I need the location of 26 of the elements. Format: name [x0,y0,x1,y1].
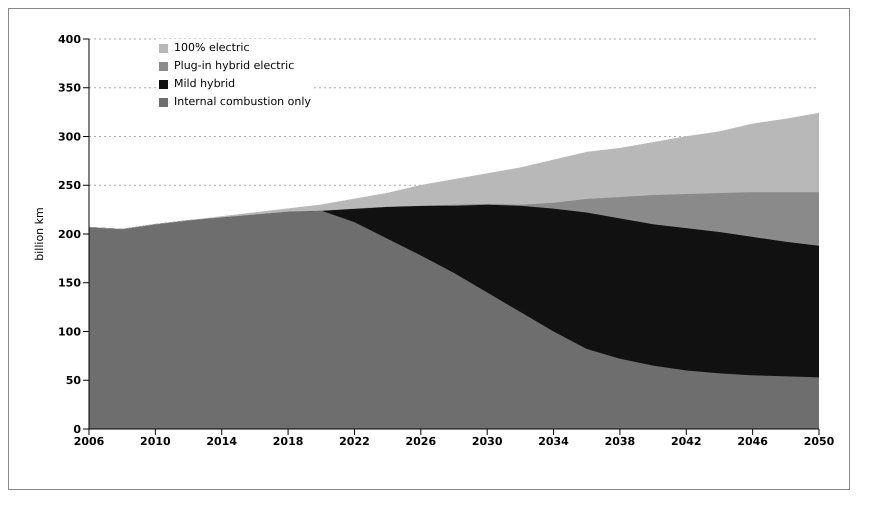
y-tick-label: 150 [58,276,82,290]
y-tick-label: 100 [58,325,82,338]
x-tick-label: 2006 [74,434,105,448]
y-tick-label: 400 [58,32,82,46]
x-tick-label: 2030 [472,434,503,448]
x-tick-label: 2022 [339,434,370,448]
x-tick-label: 2034 [538,434,570,448]
y-tick-label: 250 [58,179,82,192]
x-tick-label: 2018 [272,434,304,448]
x-tick-label: 2038 [604,434,636,448]
legend-label: Mild hybrid [174,76,236,92]
legend-label: 100% electric [174,40,250,56]
x-tick-label: 2050 [804,434,835,448]
legend-label: Internal combustion only [174,94,311,110]
legend-label: Plug-in hybrid electric [174,58,294,74]
y-tick-label: 300 [58,130,82,144]
x-tick-label: 2026 [406,434,436,448]
y-tick-label: 0 [73,422,82,436]
x-tick-label: 2014 [206,434,238,448]
y-tick-label: 50 [66,374,82,388]
x-tick-label: 2010 [140,434,172,448]
y-axis-title: billion km [32,207,46,261]
y-tick-label: 350 [58,82,82,95]
x-tick-label: 2042 [670,434,702,448]
y-tick-label: 200 [58,228,82,241]
x-tick-label: 2046 [737,434,768,448]
